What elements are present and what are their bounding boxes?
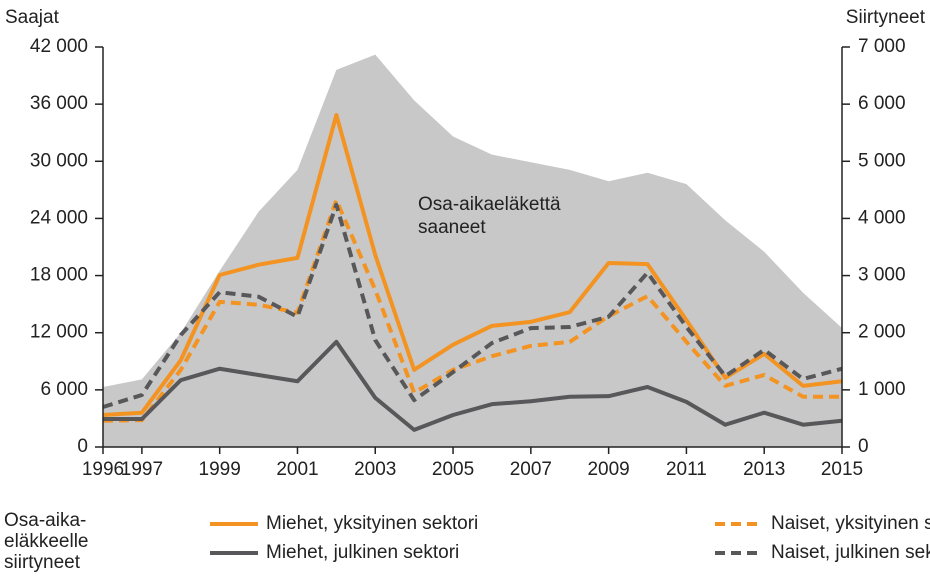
x-tick-label: 2009 (587, 459, 629, 480)
annotation: Osa-aikaeläkettä (418, 194, 561, 215)
x-tick-label: 2007 (510, 459, 552, 480)
x-tick-label: 2015 (821, 459, 863, 480)
annotation: saaneet (418, 217, 486, 238)
y-tick-label: 12 000 (30, 322, 88, 343)
y-tick-label: 18 000 (30, 265, 88, 286)
y2-tick-label: 7 000 (858, 36, 906, 57)
x-tick-label: 2001 (276, 459, 318, 480)
y-axis-label: Saajat (5, 7, 60, 28)
legend-title: eläkkeelle (4, 531, 89, 552)
y2-tick-label: 6 000 (858, 93, 906, 114)
y2-tick-label: 3 000 (858, 265, 906, 286)
legend-title: siirtyneet (4, 552, 81, 573)
legend-label: Naiset, yksityinen sektori (771, 513, 930, 534)
area (103, 54, 842, 447)
x-tick-label: 1999 (199, 459, 241, 480)
y-tick-label: 6 000 (40, 379, 88, 400)
y2-tick-label: 4 000 (858, 207, 906, 228)
y2-tick-label: 1 000 (858, 379, 906, 400)
legend-label: Miehet, julkinen sektori (266, 542, 459, 563)
line (102, 202, 843, 409)
y-tick-label: 0 (77, 436, 88, 457)
legend-label: Miehet, yksityinen sektori (266, 513, 478, 534)
legend-title: Osa-aika- (4, 510, 86, 531)
y-tick-label: 24 000 (30, 207, 88, 228)
x-tick-label: 2011 (666, 459, 707, 480)
y2-tick-label: 2 000 (858, 322, 906, 343)
x-tick-label: 2003 (354, 459, 396, 480)
y2-tick-label: 5 000 (858, 150, 906, 171)
line (103, 339, 843, 432)
line (102, 198, 842, 423)
x-tick-label: 1996 (82, 459, 124, 480)
y-tick-label: 36 000 (30, 93, 88, 114)
x-tick-label: 1997 (121, 459, 163, 480)
x-tick-label: 2005 (432, 459, 474, 480)
y2-axis-label: Siirtyneet (846, 7, 926, 28)
y2-tick-label: 0 (858, 436, 869, 457)
y-tick-label: 30 000 (30, 150, 88, 171)
x-tick-label: 2013 (743, 459, 785, 480)
legend-label: Naiset, julkinen sektori (771, 542, 930, 563)
y-tick-label: 42 000 (30, 36, 88, 57)
